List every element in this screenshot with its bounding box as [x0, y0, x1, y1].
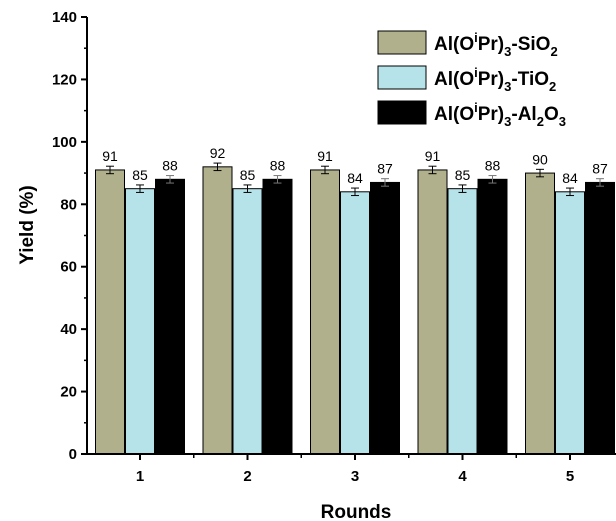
x-tick-label: 1 [136, 468, 144, 485]
bar [585, 181, 615, 455]
bar [310, 169, 340, 455]
bar [155, 178, 185, 455]
data-label: 85 [455, 167, 471, 183]
bar [447, 188, 478, 455]
bar [340, 191, 370, 455]
x-axis-title: Rounds [321, 502, 392, 521]
legend-label: Al(OiPr)3-SiO2 [434, 30, 558, 59]
bar-groups [95, 162, 615, 455]
x-tick-label: 4 [458, 468, 467, 485]
data-label: 87 [592, 161, 608, 177]
y-tick-label: 100 [52, 134, 77, 151]
data-label: 90 [532, 151, 548, 167]
data-label: 91 [102, 148, 118, 164]
y-tick-label: 120 [52, 71, 77, 88]
bar [417, 169, 448, 455]
bar [525, 172, 555, 455]
bar [125, 188, 155, 455]
legend-swatch [377, 65, 427, 90]
x-tick-label: 2 [243, 468, 251, 485]
data-label: 88 [485, 158, 501, 174]
data-label: 84 [562, 170, 578, 186]
legend-label: Al(OiPr)3-TiO2 [434, 65, 556, 94]
y-tick-label: 80 [60, 196, 77, 213]
x-tick-label: 5 [566, 468, 574, 485]
data-label: 88 [270, 158, 286, 174]
bar [370, 181, 400, 455]
bar [202, 166, 233, 455]
legend-swatch [377, 30, 427, 55]
y-tick-label: 60 [60, 259, 77, 276]
y-tick-label: 20 [60, 384, 77, 401]
y-tick-label: 0 [69, 446, 77, 463]
data-label: 84 [347, 170, 363, 186]
y-tick-label: 40 [60, 321, 77, 338]
data-label: 91 [425, 148, 441, 164]
bar [555, 191, 585, 455]
data-label: 92 [210, 145, 226, 161]
bar [95, 169, 125, 455]
bar [477, 178, 508, 455]
y-tick-label: 140 [52, 9, 77, 26]
legend: Al(OiPr)3-SiO2 Al(OiPr)3-TiO2 Al(OiPr)3-Al… [377, 30, 566, 129]
x-tick-label: 3 [351, 468, 359, 485]
bar [262, 178, 293, 455]
data-label: 91 [317, 148, 333, 164]
data-label: 87 [377, 161, 393, 177]
legend-label: Al(OiPr)3-Al2O3 [434, 100, 566, 129]
x-axis-ticks: 1 2 3 4 5 [136, 454, 574, 485]
bar [232, 188, 263, 455]
data-label: 85 [132, 167, 148, 183]
y-axis-title: Yield (%) [17, 185, 38, 265]
data-label: 85 [240, 167, 256, 183]
data-labels: 91 85 88 92 85 88 91 84 87 91 85 88 90 84 87 [102, 145, 608, 186]
data-label: 88 [162, 158, 178, 174]
legend-swatch [377, 100, 427, 125]
y-axis-ticks: 0 20 40 60 80 100 120 140 [52, 9, 87, 463]
